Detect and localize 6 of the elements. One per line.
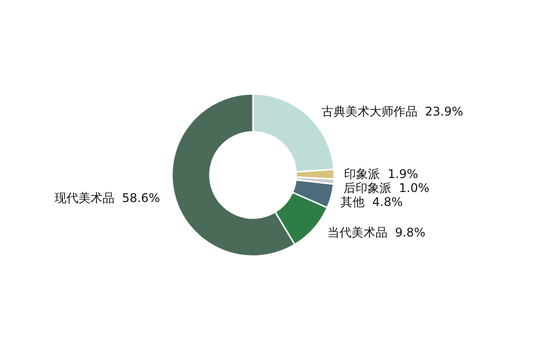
slice-label: 后印象派 1.0% bbox=[343, 181, 430, 196]
slice-label: 印象派 1.9% bbox=[344, 167, 418, 182]
slice-label: 其他 4.8% bbox=[340, 195, 403, 210]
slice-label: 古典美术大师作品 23.9% bbox=[321, 104, 464, 118]
slice-label: 当代美术品 9.8% bbox=[327, 226, 426, 240]
slice-label: 现代美术品 58.6% bbox=[54, 191, 160, 206]
